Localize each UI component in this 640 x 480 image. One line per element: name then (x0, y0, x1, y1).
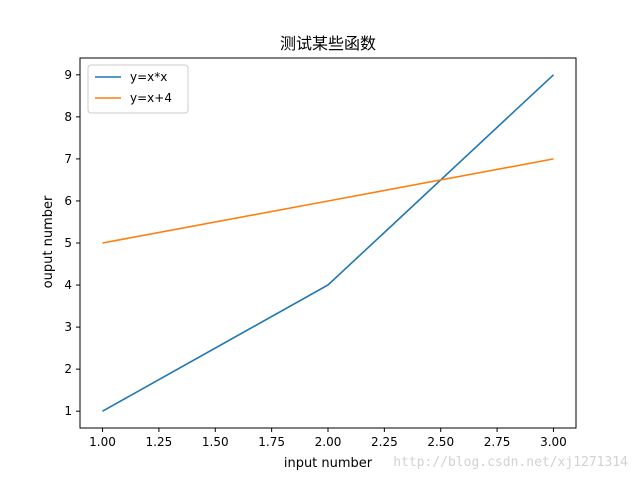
y-tick-label: 4 (64, 278, 72, 292)
x-tick-label: 2.00 (315, 435, 342, 449)
series-layer (102, 74, 555, 412)
x-tick-label: 1.75 (258, 435, 285, 449)
series-line-1 (102, 74, 555, 412)
legend: y=x*x y=x+4 (87, 64, 189, 114)
x-tick-label: 1.00 (89, 435, 116, 449)
x-tick-label: 1.25 (146, 435, 173, 449)
x-tick-label: 1.50 (202, 435, 229, 449)
x-axis-label: input number (284, 456, 373, 471)
legend-entry-label: y=x+4 (130, 91, 172, 105)
y-tick-label: 6 (64, 194, 72, 208)
chart-title: 测试某些函数 (280, 34, 376, 53)
series-line-2 (102, 158, 554, 244)
y-axis-label: ouput number (41, 195, 56, 288)
x-tick-label: 2.25 (371, 435, 398, 449)
y-tick-label: 5 (64, 236, 72, 250)
y-tick-label: 7 (64, 152, 72, 166)
x-axis: 1.00 1.25 1.50 1.75 2.00 2.25 2.50 2.75 3.00 (89, 428, 567, 449)
x-tick-label: 3.00 (540, 435, 567, 449)
y-tick-label: 3 (64, 320, 72, 334)
watermark: http://blog.csdn.net/xj1271314 (393, 455, 628, 470)
y-tick-label: 9 (64, 68, 72, 82)
y-tick-label: 2 (64, 362, 72, 376)
x-tick-label: 2.50 (427, 435, 454, 449)
y-axis: 1 2 3 4 5 6 7 8 9 (64, 68, 80, 418)
x-tick-label: 2.75 (484, 435, 511, 449)
y-tick-label: 1 (64, 404, 72, 418)
y-tick-label: 8 (64, 110, 72, 124)
legend-entry-label: y=x*x (130, 70, 167, 84)
